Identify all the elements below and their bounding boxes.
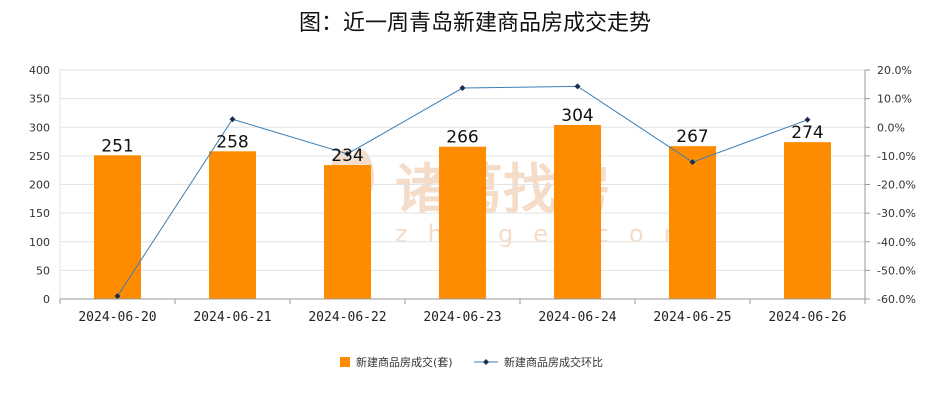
bar <box>439 146 486 299</box>
bar-value-label: 267 <box>676 127 708 147</box>
line-point <box>229 116 236 123</box>
legend: 新建商品房成交(套) 新建商品房成交环比 <box>340 355 603 369</box>
watermark: 诸葛找房 zhuge.com <box>330 149 687 248</box>
y-left-tick-label: 200 <box>29 179 50 192</box>
y-left-tick-label: 150 <box>29 207 50 220</box>
x-axis: 2024-06-20 2024-06-21 2024-06-22 2024-06-23… <box>59 298 866 325</box>
bar <box>209 151 256 299</box>
legend-line-marker-icon <box>483 359 489 365</box>
x-tick-label: 2024-06-24 <box>538 310 616 325</box>
legend-line-label: 新建商品房成交环比 <box>504 355 603 369</box>
y-right-tick-label: -20.0% <box>877 179 916 192</box>
y-axis-left: 0 50 100 150 200 250 300 350 400 <box>29 64 50 306</box>
bar-value-label: 258 <box>216 132 248 152</box>
y-left-tick-label: 0 <box>43 293 50 306</box>
y-left-tick-label: 100 <box>29 236 50 249</box>
line-point <box>344 150 351 157</box>
line-point <box>804 116 811 123</box>
y-left-tick-label: 300 <box>29 121 50 134</box>
legend-bar-swatch <box>340 357 350 367</box>
data-labels: 251 258 234 266 304 267 274 <box>101 106 823 166</box>
y-right-tick-label: -40.0% <box>877 236 916 249</box>
y-left-tick-label: 350 <box>29 93 50 106</box>
bar-value-label: 251 <box>101 136 133 156</box>
y-right-tick-label: -60.0% <box>877 293 916 306</box>
line-series <box>114 83 811 300</box>
chart-title: 图：近一周青岛新建商品房成交走势 <box>299 11 651 36</box>
bar-value-label: 266 <box>446 128 478 148</box>
bar <box>94 155 141 299</box>
y-right-tick-label: -30.0% <box>877 207 916 220</box>
line-point <box>459 85 466 92</box>
x-tick-label: 2024-06-21 <box>193 310 271 325</box>
x-tick-label: 2024-06-26 <box>768 310 846 325</box>
line-point <box>574 83 581 90</box>
bar-value-label: 234 <box>331 146 363 166</box>
x-tick-label: 2024-06-22 <box>308 310 386 325</box>
bar-value-label: 304 <box>561 106 593 126</box>
y-right-tick-label: 0.0% <box>877 121 905 134</box>
line-point <box>689 159 696 166</box>
bar <box>669 146 716 299</box>
y-axis-right: -60.0% -50.0% -40.0% -30.0% -20.0% -10.0% 0.0%… <box>865 64 916 306</box>
y-right-tick-label: 10.0% <box>877 93 912 106</box>
x-tick-label: 2024-06-23 <box>423 310 501 325</box>
x-tick-label: 2024-06-25 <box>653 310 731 325</box>
x-tick-label: 2024-06-20 <box>78 310 156 325</box>
y-right-tick-label: -10.0% <box>877 150 916 163</box>
y-right-tick-label: 20.0% <box>877 64 912 77</box>
y-left-tick-label: 50 <box>36 264 50 277</box>
bar-value-label: 274 <box>791 123 823 143</box>
y-left-tick-label: 250 <box>29 150 50 163</box>
line-point <box>114 293 121 300</box>
y-right-tick-label: -50.0% <box>877 264 916 277</box>
bar <box>784 142 831 299</box>
y-left-tick-label: 400 <box>29 64 50 77</box>
legend-bar-label: 新建商品房成交(套) <box>356 355 453 369</box>
bar <box>554 124 601 300</box>
bar <box>324 165 371 299</box>
bar-series <box>94 124 831 300</box>
